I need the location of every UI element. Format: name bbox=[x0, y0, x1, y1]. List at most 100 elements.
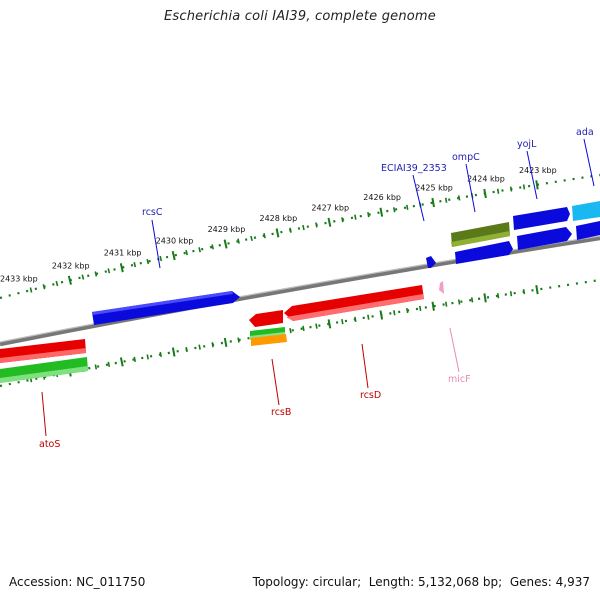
gene-ada[interactable] bbox=[572, 201, 600, 221]
gene-rcsB[interactable] bbox=[249, 310, 283, 327]
gene-rcsB-orange[interactable] bbox=[251, 334, 287, 346]
sep-2: ; bbox=[498, 575, 507, 589]
ruler-major-tick bbox=[379, 207, 384, 217]
gene-rcsC[interactable] bbox=[92, 291, 240, 325]
label-yojL[interactable]: yojL bbox=[517, 139, 537, 150]
ruler-tick-label: 2426 kbp bbox=[363, 193, 401, 202]
ruler-tick-label: 2428 kbp bbox=[260, 214, 298, 223]
ruler-tick-label: 2423 kbp bbox=[519, 166, 557, 175]
genes-label: Genes: bbox=[509, 575, 552, 589]
gene-atoS-green[interactable] bbox=[0, 357, 88, 383]
leader-ompC bbox=[465, 163, 476, 213]
gene-yojL[interactable] bbox=[513, 207, 570, 230]
ruler-minor-tick bbox=[198, 247, 201, 253]
label-ompC[interactable]: ompC bbox=[452, 152, 480, 163]
ruler-major-tick bbox=[223, 239, 228, 249]
gene-blue-b[interactable] bbox=[517, 227, 572, 250]
ruler-major-tick bbox=[171, 347, 176, 357]
ruler-minor-tick bbox=[444, 197, 448, 203]
label-ada[interactable]: ada bbox=[576, 127, 594, 138]
gene-micF[interactable] bbox=[439, 281, 444, 294]
accession-label: Accession: bbox=[9, 575, 73, 589]
ruler-minor-tick bbox=[367, 212, 370, 218]
ruler-minor-tick bbox=[522, 184, 526, 190]
gene-atoS-red[interactable] bbox=[0, 339, 86, 363]
ruler-minor-tick bbox=[302, 325, 305, 332]
ruler-minor-tick bbox=[159, 351, 162, 358]
genes-value: 4,937 bbox=[555, 575, 590, 589]
gene-blue-a[interactable] bbox=[455, 241, 513, 264]
ruler-minor-tick bbox=[263, 233, 266, 239]
ruler-major-tick bbox=[535, 285, 539, 295]
ruler-minor-tick bbox=[133, 356, 136, 363]
gene-rcsD[interactable] bbox=[284, 285, 424, 321]
ruler-minor-tick bbox=[522, 289, 526, 295]
gene-ompC[interactable] bbox=[451, 222, 510, 247]
ruler-minor-tick bbox=[55, 280, 59, 287]
accession-info: Accession: NC_011750 bbox=[9, 575, 145, 589]
sep-1: ; bbox=[357, 575, 365, 589]
length-label: Length: bbox=[368, 575, 415, 589]
ruler-minor-tick bbox=[198, 344, 201, 350]
ruler-tick-label: 2429 kbp bbox=[208, 225, 246, 234]
ruler-tick-label: 2427 kbp bbox=[311, 203, 349, 212]
ruler-minor-tick bbox=[237, 238, 240, 244]
label-ECIAI39_2353[interactable]: ECIAI39_2353 bbox=[381, 163, 447, 174]
gene-blue-c[interactable] bbox=[576, 221, 600, 240]
ruler-major-tick bbox=[379, 310, 384, 320]
ruler-major-tick bbox=[483, 188, 487, 199]
ruler-minor-tick bbox=[496, 188, 500, 194]
ruler-minor-tick bbox=[302, 224, 305, 231]
accession-value: NC_011750 bbox=[76, 575, 146, 589]
ruler-major-tick bbox=[119, 263, 124, 273]
ruler-minor-tick bbox=[211, 342, 214, 348]
ruler-tick-label: 2424 kbp bbox=[467, 174, 505, 183]
gene-ECIAI39_2353[interactable] bbox=[426, 256, 436, 268]
label-rcsB[interactable]: rcsB bbox=[271, 407, 291, 418]
topology-value: circular bbox=[312, 575, 358, 589]
label-micF[interactable]: micF bbox=[448, 374, 471, 385]
label-rcsD[interactable]: rcsD bbox=[360, 390, 381, 401]
genome-backbone[interactable] bbox=[0, 235, 600, 347]
ruler-minor-tick bbox=[107, 361, 111, 368]
genome-title: Escherichia coli IAI39, complete genome bbox=[163, 9, 436, 24]
ruler-minor-tick bbox=[107, 268, 111, 274]
ruler-tick-label: 2430 kbp bbox=[156, 237, 194, 246]
ruler-minor-tick bbox=[457, 299, 461, 305]
outer-ruler-track bbox=[0, 173, 600, 300]
ruler-minor-tick bbox=[237, 337, 240, 343]
ruler-major-tick bbox=[171, 250, 176, 261]
genome-backbone-highlight bbox=[0, 235, 600, 343]
ruler-minor-tick bbox=[211, 244, 214, 250]
leader-micF bbox=[449, 327, 460, 373]
ruler-major-tick bbox=[431, 197, 435, 208]
ruler-minor-tick bbox=[146, 259, 150, 265]
ruler-minor-tick bbox=[289, 227, 292, 233]
ruler-minor-tick bbox=[393, 207, 396, 213]
ruler-tick-label: 2432 kbp bbox=[52, 261, 90, 270]
ruler-major-tick bbox=[223, 337, 228, 347]
label-atoS[interactable]: atoS bbox=[39, 439, 60, 450]
ruler-minor-tick bbox=[419, 305, 422, 312]
leader-rcsC bbox=[151, 219, 161, 269]
ruler-tick-label: 2425 kbp bbox=[415, 184, 453, 193]
leader-rcsB bbox=[271, 358, 280, 406]
ruler-minor-tick bbox=[393, 310, 396, 316]
leader-atoS bbox=[41, 391, 47, 437]
ruler-minor-tick bbox=[42, 284, 46, 290]
ruler-minor-tick bbox=[159, 255, 163, 262]
label-rcsC[interactable]: rcsC bbox=[142, 207, 163, 218]
leader-yojL bbox=[526, 150, 538, 200]
length-value: 5,132,068 bp bbox=[418, 575, 499, 589]
ruler-minor-tick bbox=[133, 262, 137, 268]
ruler-major-tick bbox=[431, 301, 435, 311]
ruler-major-tick bbox=[275, 228, 280, 238]
ruler-minor-tick bbox=[457, 195, 461, 201]
ruler-minor-tick bbox=[315, 323, 318, 329]
ruler-minor-tick bbox=[509, 291, 513, 297]
ruler-minor-tick bbox=[406, 204, 409, 210]
leader-rcsD bbox=[361, 343, 369, 389]
genome-summary: Topology: circular; Length: 5,132,068 bp… bbox=[253, 575, 590, 589]
ruler-minor-tick bbox=[341, 217, 344, 223]
